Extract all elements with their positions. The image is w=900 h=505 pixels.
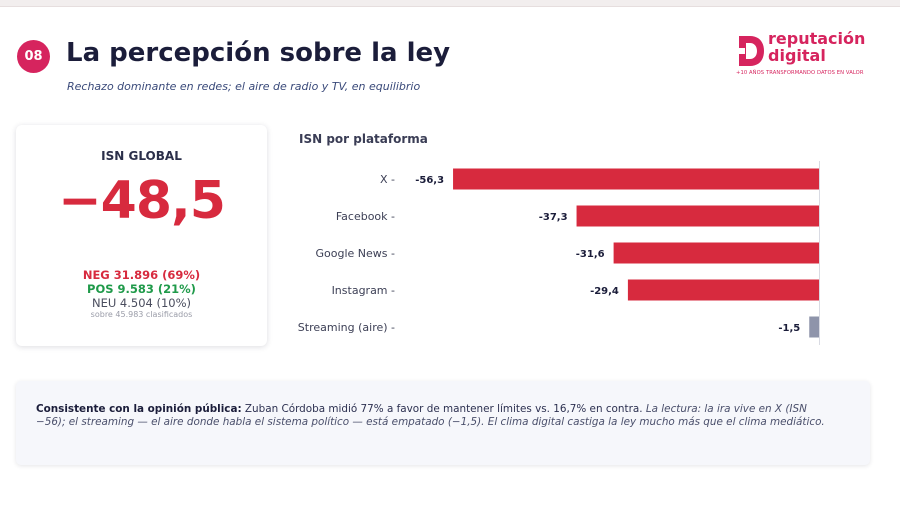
category-label: Streaming (aire) -	[298, 321, 395, 334]
positive-count: POS 9.583 (21%)	[87, 282, 196, 296]
callout-text: Consistente con la opinión pública: Zuba…	[36, 403, 836, 429]
category-label: Facebook -	[336, 210, 395, 223]
sentiment-breakdown: NEG 31.896 (69%) POS 9.583 (21%) NEU 4.5…	[16, 268, 267, 310]
value-label: -1,5	[778, 323, 800, 334]
page-subtitle: Rechazo dominante en redes; el aire de r…	[67, 80, 421, 93]
neutral-count: NEU 4.504 (10%)	[91, 296, 192, 310]
logo-line2: digital	[768, 46, 826, 65]
negative-count: NEG 31.896 (69%)	[82, 268, 201, 282]
category-label: X -	[380, 173, 395, 186]
isn-global-label: ISN GLOBAL	[101, 149, 182, 163]
value-label: -37,3	[539, 212, 568, 223]
isn-global-card: ISN GLOBAL −48,5 NEG 31.896 (69%) POS 9.…	[16, 125, 267, 346]
page-title: La percepción sobre la ley	[66, 38, 451, 68]
value-label: -56,3	[415, 175, 444, 186]
slide-number-badge: 08	[17, 40, 50, 73]
value-label: -29,4	[590, 286, 619, 297]
value-label: -31,6	[576, 249, 605, 260]
category-label: Google News -	[316, 247, 396, 260]
chart-title: ISN por plataforma	[299, 132, 428, 146]
category-label: Instagram -	[332, 284, 395, 297]
callout-body: Zuban Córdoba midió 77% a favor de mante…	[241, 403, 646, 415]
classified-total-note: sobre 45.983 clasificados	[90, 310, 193, 319]
bar-1	[576, 205, 819, 227]
logo-tagline: +10 AÑOS TRANSFORMANDO DATOS EN VALOR	[736, 70, 864, 76]
bar-3	[627, 279, 819, 301]
isn-global-value: −48,5	[58, 171, 226, 231]
logo-mark-icon	[736, 36, 764, 66]
brand-logo: reputación digital +10 AÑOS TRANSFORMAND…	[736, 30, 876, 82]
logo-wordmark: reputación digital	[768, 30, 865, 64]
logo-line1: reputación	[768, 29, 866, 48]
public-opinion-callout: Consistente con la opinión pública: Zuba…	[16, 381, 870, 465]
bar-2	[613, 242, 819, 264]
bar-4	[809, 316, 819, 338]
top-border	[0, 0, 900, 7]
callout-lead: Consistente con la opinión pública:	[36, 403, 242, 415]
callout-reading: La lectura: la ira vive en X (ISN −56); …	[36, 403, 825, 428]
bar-0	[453, 168, 819, 190]
isn-platform-chart: X - -56,3 Facebook - -37,3 Google News - -31,…	[298, 161, 820, 345]
